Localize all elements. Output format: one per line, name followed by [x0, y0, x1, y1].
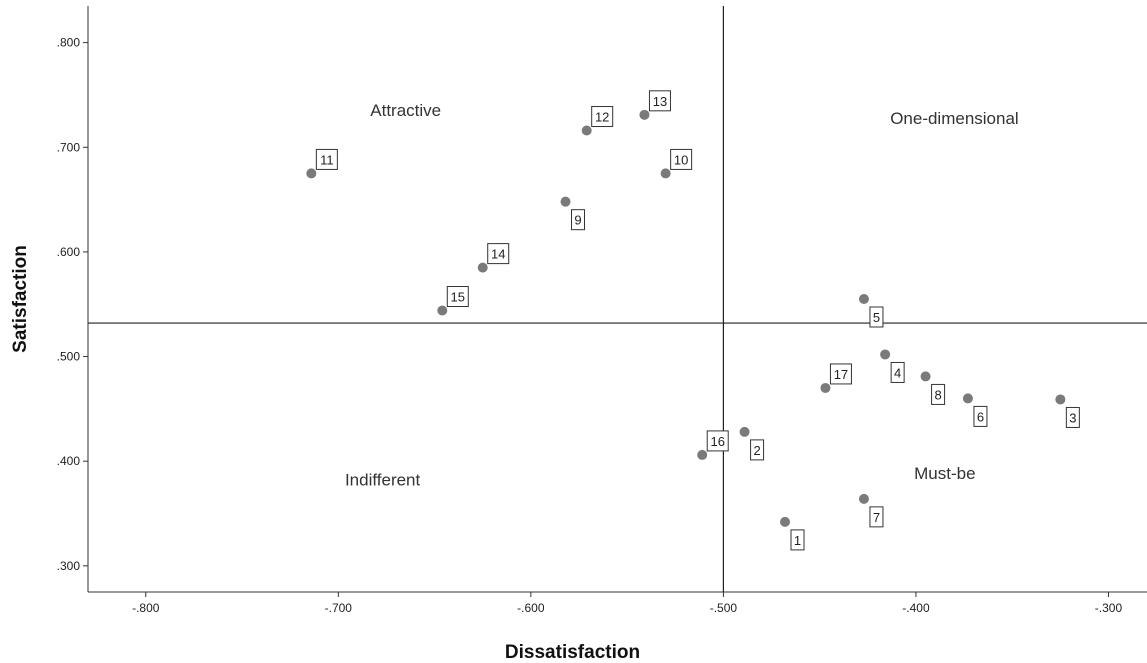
data-point-group: 2: [739, 426, 765, 461]
data-label: 10: [674, 152, 688, 167]
data-point-group: 7: [858, 493, 884, 528]
data-point-group: 8: [920, 371, 946, 405]
x-tick-label: -.800: [132, 601, 160, 615]
data-label-box: [571, 209, 586, 231]
data-label-box: [869, 506, 884, 528]
data-point: [697, 449, 708, 460]
data-label: 17: [834, 367, 848, 382]
data-label-box: [869, 306, 884, 328]
data-point: [437, 305, 448, 316]
data-label-box: [750, 439, 765, 461]
y-tick-label: .600: [57, 245, 81, 259]
data-label: 15: [451, 290, 465, 305]
data-point-group: 16: [697, 430, 729, 460]
data-point-group: 1: [780, 516, 805, 551]
y-tick-label: .300: [57, 559, 81, 573]
data-point: [780, 516, 791, 527]
y-tick-label: .800: [57, 36, 81, 50]
x-tick-label: -.600: [517, 601, 545, 615]
data-label-box: [591, 106, 614, 128]
data-label: 13: [653, 94, 667, 109]
data-label-box: [973, 405, 988, 427]
data-label: 9: [574, 213, 581, 228]
x-tick-label: -.300: [1095, 601, 1123, 615]
data-label-box: [931, 383, 946, 405]
data-label: 2: [753, 443, 760, 458]
data-point: [858, 294, 869, 304]
data-label-box: [829, 363, 852, 385]
quadrant-label: Indifferent: [345, 470, 421, 489]
data-label-box: [1065, 406, 1080, 428]
data-point: [858, 493, 869, 504]
quadrant-label: One-dimensional: [890, 109, 1019, 128]
data-point: [477, 262, 488, 273]
data-point: [920, 371, 931, 382]
quadrant-label: Must-be: [914, 464, 975, 483]
data-label: 5: [873, 310, 880, 325]
data-point: [306, 168, 317, 179]
data-label: 12: [595, 110, 609, 125]
data-label-box: [648, 90, 671, 112]
reference-lines: [88, 6, 1147, 592]
data-label: 7: [873, 510, 880, 525]
data-label-box: [670, 148, 693, 170]
data-point: [660, 168, 671, 179]
data-label: 4: [894, 365, 901, 380]
data-point-group: 14: [477, 243, 510, 273]
data-point: [639, 109, 650, 120]
data-point-group: 5: [858, 294, 884, 328]
data-label: 14: [491, 247, 505, 262]
data-point: [560, 196, 571, 207]
x-axis-title: Dissatisfaction: [505, 642, 640, 663]
data-point-group: 13: [639, 90, 671, 120]
y-tick-label: .500: [57, 350, 81, 364]
data-label: 6: [977, 409, 984, 424]
data-point: [739, 426, 750, 437]
data-label-box: [315, 148, 338, 170]
data-point: [1055, 394, 1066, 405]
data-label: 16: [710, 434, 724, 449]
chart-axes: -.800 -.700 -.600 -.500 -.400 -.300 .300 .400 .5…: [57, 6, 1147, 615]
data-point-group: 15: [437, 286, 469, 316]
data-label-box: [890, 361, 905, 383]
data-label: 8: [934, 387, 941, 402]
data-label: 1: [794, 533, 801, 548]
x-tick-label: -.700: [325, 601, 353, 615]
data-label-box: [706, 430, 729, 452]
data-label: 3: [1069, 410, 1076, 425]
quadrant-label: Attractive: [370, 101, 441, 120]
data-point: [880, 349, 891, 360]
data-point: [962, 393, 973, 404]
data-point-group: 6: [962, 393, 988, 427]
data-point-group: 3: [1055, 394, 1080, 428]
data-point: [581, 125, 592, 136]
data-point-group: 9: [560, 196, 586, 231]
x-tick-label: -.400: [902, 601, 930, 615]
data-label: 11: [320, 152, 334, 167]
data-point-group: 10: [660, 148, 693, 179]
data-label-box: [446, 286, 469, 308]
data-label-box: [487, 243, 510, 265]
quadrant-labels: Attractive One-dimensional Indifferent Must…: [345, 101, 1019, 489]
x-tick-label: -.500: [710, 601, 738, 615]
data-point-group: 4: [880, 349, 905, 383]
y-tick-label: .700: [57, 140, 81, 154]
data-point-group: 12: [581, 106, 614, 136]
data-point-group: 17: [820, 363, 852, 393]
y-axis-title: Satisfaction: [10, 245, 31, 353]
y-tick-label: .400: [57, 454, 81, 468]
data-point-group: 11: [306, 148, 338, 179]
data-point: [820, 382, 831, 393]
data-label-box: [790, 529, 805, 551]
